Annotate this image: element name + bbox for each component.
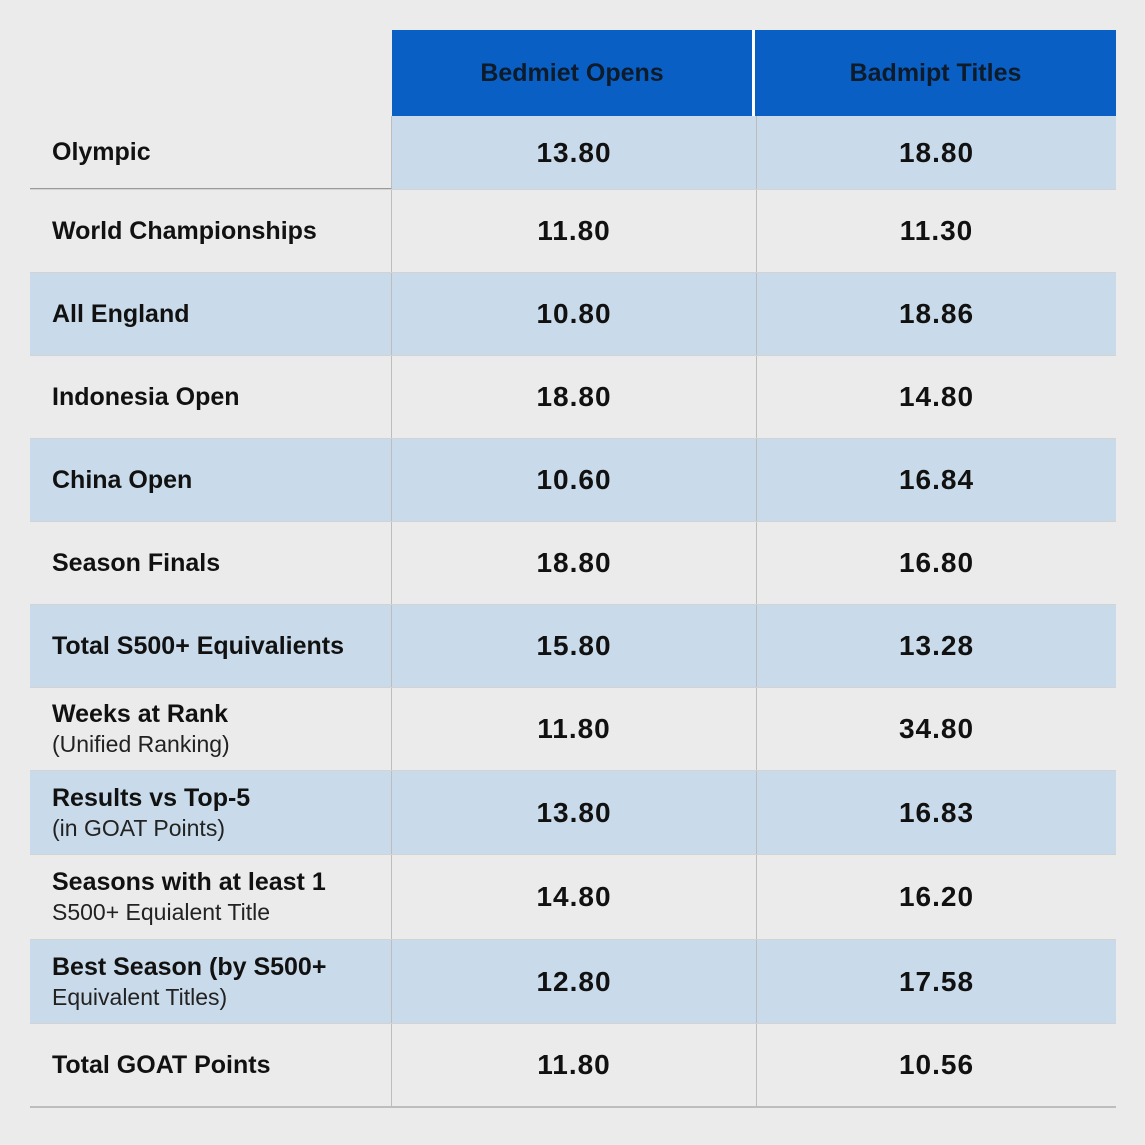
value-cell: 13.80 <box>392 771 757 854</box>
table-row: Results vs Top-5 (in GOAT Points) 13.80 16.… <box>30 771 1116 855</box>
value-cell: 11.80 <box>392 1024 757 1106</box>
value-cell: 16.20 <box>898 881 975 912</box>
row-label: Results vs Top-5 (in GOAT Points) <box>30 771 392 854</box>
row-label: Total GOAT Points <box>30 1024 392 1106</box>
value-cell: 14.80 <box>392 855 757 939</box>
row-label: China Open <box>30 439 392 521</box>
column-header: Badmipt Titles <box>755 30 1116 116</box>
row-label-main: China Open <box>52 465 193 494</box>
value-cell: 11.80 <box>392 688 757 770</box>
table-row: World Championships 11.80 11.30 <box>30 190 1116 273</box>
table-row: Best Season (by S500+ Equivalent Titles) 1… <box>30 940 1116 1024</box>
comparison-table: Bedmiet Opens Badmipt Titles Olympic 13.8… <box>30 30 1116 1108</box>
value-cell: 13.28 <box>757 605 1116 687</box>
row-label: Season Finals <box>30 522 392 604</box>
row-label-sub: Equivalent Titles) <box>52 983 228 1010</box>
row-label-main: Indonesia Open <box>52 382 240 411</box>
row-label: World Championships <box>30 190 392 272</box>
table-body: Olympic 13.80 18.80 World Championships 11.8… <box>30 116 1116 1108</box>
value-cell: 18.80 <box>392 356 757 438</box>
value-cell: 17.58 <box>757 940 1116 1023</box>
table-row: Total GOAT Points 11.80 10.56 <box>30 1024 1116 1108</box>
row-label-main: World Championships <box>52 216 317 245</box>
row-label-main: Total GOAT Points <box>52 1050 271 1079</box>
table-row: Total S500+ Equivalients 15.80 13.28 <box>30 605 1116 688</box>
row-label-main: Seasons with at least 1 <box>52 868 326 896</box>
table-row: China Open 10.60 16.84 <box>30 439 1116 522</box>
row-label-main: Olympic <box>52 137 151 166</box>
table-row: Seasons with at least 1 S500+ Equialent T… <box>30 855 1116 940</box>
value-cell: 11.30 <box>899 215 974 246</box>
row-label-sub: (in GOAT Points) <box>52 814 225 841</box>
value-cell: 15.80 <box>392 605 757 687</box>
value-cell: 18.86 <box>757 273 1116 355</box>
value-cell: 10.60 <box>392 439 757 521</box>
value-cell: 34.80 <box>898 713 975 744</box>
row-label: Total S500+ Equivalients <box>30 605 392 687</box>
row-label: Olympic <box>30 116 392 189</box>
table-row: All England 10.80 18.86 <box>30 273 1116 356</box>
row-label: Best Season (by S500+ Equivalent Titles) <box>30 940 392 1023</box>
header-corner <box>30 30 392 116</box>
row-label: Weeks at Rank (Unified Ranking) <box>30 688 392 770</box>
value-cell: 12.80 <box>392 940 757 1023</box>
value-cell: 16.84 <box>757 439 1116 521</box>
row-label-sub: S500+ Equialent Title <box>52 899 271 925</box>
value-cell: 18.80 <box>757 116 1116 189</box>
value-cell: 18.80 <box>392 522 757 604</box>
row-label-main: Results vs Top-5 <box>52 783 251 812</box>
row-label-main: Best Season (by S500+ <box>52 952 327 981</box>
row-label-main: Season Finals <box>52 548 221 577</box>
row-label-main: All England <box>52 299 190 328</box>
header-row: Bedmiet Opens Badmipt Titles <box>30 30 1116 116</box>
table-row: Weeks at Rank (Unified Ranking) 11.80 34.80 <box>30 688 1116 771</box>
column-header: Bedmiet Opens <box>392 30 755 116</box>
value-cell: 13.80 <box>392 116 757 189</box>
value-cell: 16.83 <box>757 771 1116 854</box>
row-label-main: Total S500+ Equivalients <box>52 631 345 660</box>
value-cell: 14.80 <box>898 381 975 412</box>
row-label-main: Weeks at Rank <box>52 700 229 728</box>
row-label-sub: (Unified Ranking) <box>52 731 230 757</box>
value-cell: 16.80 <box>898 547 975 578</box>
row-label: Indonesia Open <box>30 356 392 438</box>
value-cell: 10.56 <box>898 1049 975 1080</box>
table-row: Olympic 13.80 18.80 <box>30 116 1116 190</box>
row-label: Seasons with at least 1 S500+ Equialent T… <box>30 855 392 939</box>
value-cell: 11.80 <box>392 190 757 272</box>
table-row: Season Finals 18.80 16.80 <box>30 522 1116 605</box>
row-label: All England <box>30 273 392 355</box>
value-cell: 10.80 <box>392 273 757 355</box>
table-row: Indonesia Open 18.80 14.80 <box>30 356 1116 439</box>
